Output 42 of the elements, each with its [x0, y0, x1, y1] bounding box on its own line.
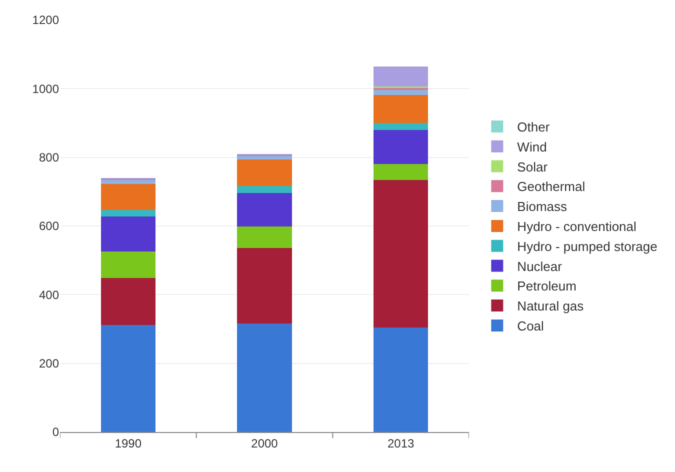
- legend-label: Geothermal: [517, 179, 586, 194]
- bar: [374, 123, 428, 130]
- legend-label: Solar: [517, 159, 548, 174]
- bar: [237, 159, 292, 186]
- x-tick-label: 1990: [114, 436, 142, 450]
- bar: [100, 278, 156, 326]
- bar: [237, 186, 292, 194]
- bar: [100, 180, 156, 184]
- legend-label: Wind: [517, 139, 547, 154]
- legend-label: Natural gas: [517, 298, 584, 314]
- bar: [374, 328, 428, 432]
- bar: [374, 180, 428, 328]
- legend-label: Biomass: [517, 199, 568, 214]
- y-tick-label: 600: [38, 219, 60, 234]
- y-tick-label: 1000: [32, 82, 60, 96]
- bar: [374, 130, 428, 164]
- bar: [237, 156, 292, 160]
- y-tick-label: 800: [38, 150, 60, 165]
- bar: [374, 66, 428, 86]
- x-tick-label: 2013: [387, 436, 414, 450]
- bar: [100, 216, 156, 252]
- y-tick-label: 1200: [32, 13, 60, 28]
- bar: [237, 193, 292, 227]
- bar: [237, 324, 292, 432]
- bar: [237, 248, 292, 324]
- legend-label: Coal: [517, 318, 544, 334]
- legend-label: Hydro - pumped storage: [517, 238, 658, 254]
- y-tick-label: 200: [38, 356, 60, 371]
- legend-label: Other: [517, 120, 550, 135]
- legend-label: Hydro - conventional: [517, 219, 637, 234]
- bar: [374, 164, 428, 180]
- bar: [374, 95, 428, 123]
- bar: [100, 184, 156, 210]
- legend-label: Nuclear: [517, 258, 563, 274]
- legend-label: Petroleum: [517, 278, 576, 294]
- y-tick-label: 400: [38, 288, 60, 302]
- bar: [100, 251, 156, 278]
- y-tick-label: 0: [52, 425, 60, 440]
- bar: [100, 210, 156, 217]
- bar: [237, 226, 292, 248]
- bar: [100, 325, 156, 432]
- x-tick-label: 2000: [251, 436, 278, 450]
